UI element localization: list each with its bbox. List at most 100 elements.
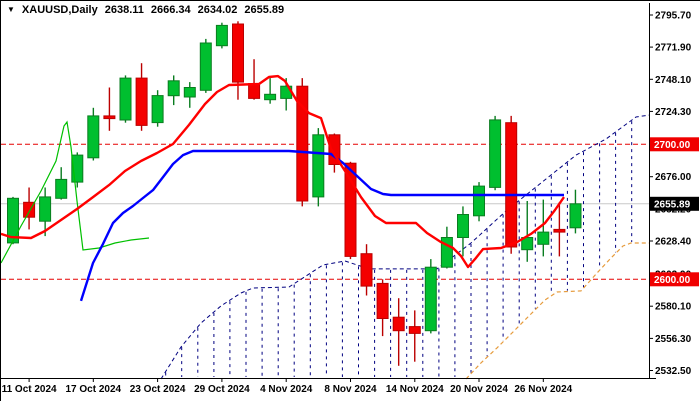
- candle-body: [296, 85, 309, 202]
- candle[interactable]: [135, 63, 148, 131]
- candle[interactable]: [119, 75, 132, 123]
- price-level-marker: [650, 272, 699, 287]
- candle[interactable]: [505, 115, 518, 254]
- candle[interactable]: [521, 201, 534, 262]
- candle[interactable]: [103, 87, 116, 131]
- senkou-span-upper-line: [160, 114, 650, 380]
- candle[interactable]: [392, 298, 405, 366]
- candle-body: [312, 134, 325, 198]
- candle-body: [55, 178, 68, 199]
- x-axis-label: 11 Oct 2024: [2, 384, 57, 395]
- candle-body: [344, 162, 357, 257]
- candle[interactable]: [151, 90, 164, 127]
- y-axis-label: 2532.50: [655, 366, 692, 377]
- candle[interactable]: [473, 182, 485, 222]
- x-axis-label: 4 Nov 2024: [260, 384, 313, 395]
- candle[interactable]: [360, 244, 373, 296]
- price-level-marker: [650, 137, 699, 152]
- ohlc-open: 2638.11: [104, 4, 144, 16]
- candle-body: [440, 237, 453, 268]
- candle-body: [39, 196, 52, 222]
- candle[interactable]: [183, 82, 196, 108]
- indicator-lines: [1, 74, 565, 302]
- candle[interactable]: [376, 279, 389, 337]
- candle[interactable]: [55, 167, 68, 200]
- candle-body: [457, 214, 469, 238]
- candle-body: [328, 134, 341, 166]
- price-marker-boxes: 2700.00 2600.00 2655.89: [650, 137, 699, 287]
- candle-body: [183, 87, 196, 98]
- y-axis-label: 2676.00: [655, 172, 692, 183]
- senkou-span-lower-line: [465, 242, 649, 380]
- candle-body: [167, 80, 180, 97]
- candle-body: [553, 228, 566, 233]
- axes: [1, 3, 656, 379]
- candle[interactable]: [553, 202, 566, 257]
- candle[interactable]: [440, 226, 453, 269]
- candle-body: [199, 42, 212, 91]
- candle-body: [408, 326, 421, 334]
- candle-body: [569, 203, 582, 229]
- x-axis-label: 26 Nov 2024: [514, 384, 572, 395]
- candle[interactable]: [264, 78, 277, 104]
- candle-body: [151, 95, 164, 124]
- candle[interactable]: [215, 22, 228, 49]
- candle-body: [135, 77, 148, 126]
- candle-body: [392, 316, 405, 332]
- x-axis-labels: 11 Oct 2024 17 Oct 2024 23 Oct 2024 29 Oct …: [2, 379, 573, 395]
- y-axis-label: 2771.90: [655, 43, 692, 54]
- candle[interactable]: [424, 259, 437, 334]
- candle[interactable]: [408, 310, 421, 362]
- ichimoku-cloud: [160, 114, 650, 380]
- candle[interactable]: [87, 107, 100, 161]
- ohlc-close: 2655.89: [244, 4, 285, 16]
- chart-title: ▼ XAUUSD,Daily 2638.11 2666.34 2634.02 2…: [7, 4, 284, 16]
- x-axis-label: 20 Nov 2024: [450, 384, 508, 395]
- candle-body: [264, 93, 277, 101]
- candle[interactable]: [296, 78, 309, 207]
- candles-layer: [7, 21, 582, 366]
- candle[interactable]: [537, 199, 550, 257]
- kijun-sen-line: [79, 149, 564, 302]
- candle[interactable]: [248, 59, 261, 100]
- candle[interactable]: [167, 75, 180, 106]
- x-axis-label: 17 Oct 2024: [65, 384, 121, 395]
- collapse-arrow-icon[interactable]: ▼: [7, 5, 15, 14]
- y-axis-label: 2628.40: [655, 237, 692, 248]
- candle[interactable]: [569, 189, 582, 234]
- candle-body: [360, 253, 373, 287]
- candle[interactable]: [39, 187, 52, 237]
- chikou-span-line: [1, 120, 150, 264]
- candle[interactable]: [312, 128, 325, 207]
- candle-body: [248, 83, 261, 99]
- symbol-period-label: XAUUSD,Daily: [21, 4, 98, 16]
- candle-body: [103, 115, 116, 120]
- tenkan-sen-line: [1, 74, 565, 269]
- candle[interactable]: [489, 115, 502, 191]
- candle-body: [489, 119, 502, 188]
- x-axis-label: 29 Oct 2024: [194, 384, 250, 395]
- y-axis-label: 2795.70: [655, 11, 692, 22]
- price-level-lines: [1, 143, 649, 280]
- candle[interactable]: [232, 21, 244, 100]
- candle-body: [7, 197, 19, 244]
- candle[interactable]: [199, 38, 212, 93]
- x-axis-label: 14 Nov 2024: [386, 384, 444, 395]
- candle[interactable]: [344, 161, 357, 260]
- candle-body: [376, 282, 389, 319]
- candle-body: [23, 201, 36, 218]
- y-axis-label: 2724.30: [655, 107, 692, 118]
- candle[interactable]: [457, 206, 469, 257]
- candle-body: [215, 24, 228, 47]
- candle[interactable]: [23, 187, 36, 230]
- candle[interactable]: [71, 152, 84, 188]
- ohlc-low: 2634.02: [197, 4, 238, 16]
- price-marker-text: 2655.89: [654, 199, 691, 210]
- candle-body: [537, 231, 550, 245]
- y-axis-label: 2748.10: [655, 75, 692, 86]
- candle-body: [424, 266, 437, 332]
- y-axis-label: 2580.10: [655, 302, 692, 313]
- candle-body: [473, 185, 485, 217]
